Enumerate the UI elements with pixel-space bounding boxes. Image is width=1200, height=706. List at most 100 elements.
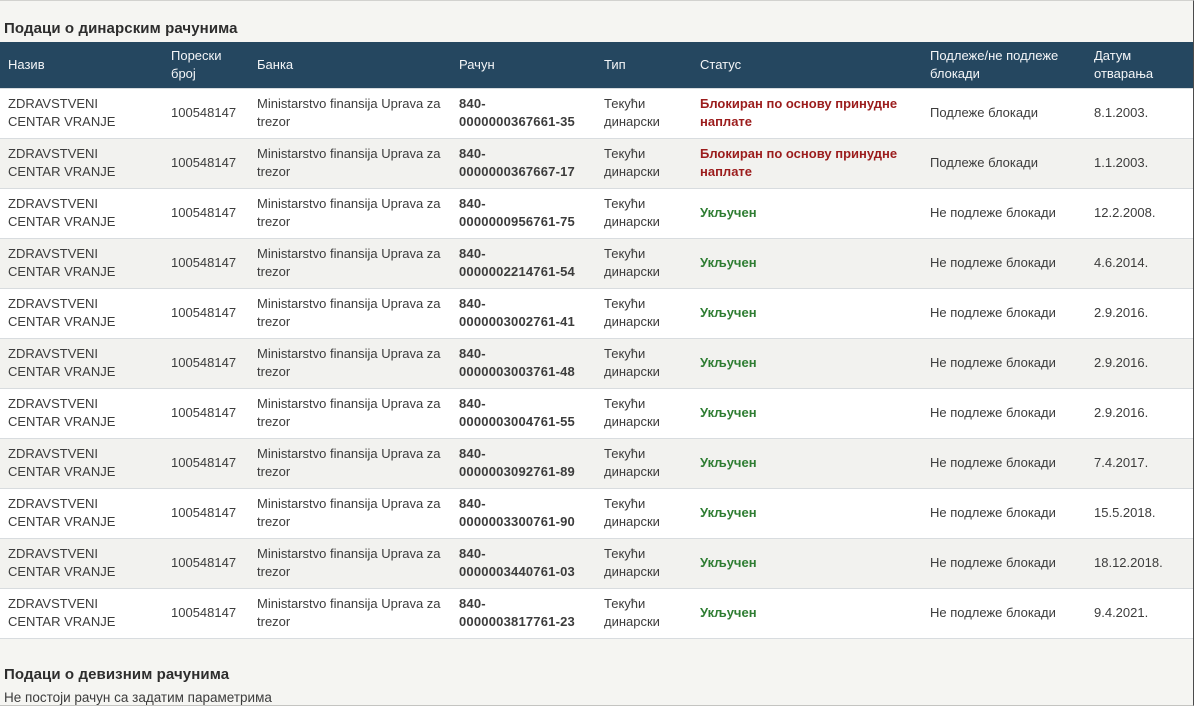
cell-account-number: 840-0000002214761-54 [451, 237, 596, 288]
status-badge: Укључен [700, 354, 757, 370]
status-badge: Блокиран по основу принудне наплате [700, 95, 898, 129]
cell-name: ZDRAVSTVENI CENTAR VRANJE [0, 87, 163, 138]
status-badge: Укључен [700, 454, 757, 470]
cell-name: ZDRAVSTVENI CENTAR VRANJE [0, 437, 163, 488]
table-row: ZDRAVSTVENI CENTAR VRANJE 100548147 Mini… [0, 187, 1193, 238]
cell-blockade: Не подлеже блокади [922, 187, 1086, 238]
status-badge: Блокиран по основу принудне наплате [700, 145, 898, 179]
cell-blockade: Не подлеже блокади [922, 237, 1086, 288]
cell-account-number: 840-0000003004761-55 [451, 387, 596, 438]
table-row: ZDRAVSTVENI CENTAR VRANJE 100548147 Mini… [0, 537, 1193, 588]
cell-bank: Ministarstvo finansija Uprava za trezor [249, 337, 451, 388]
status-badge: Укључен [700, 604, 757, 620]
cell-bank: Ministarstvo finansija Uprava za trezor [249, 187, 451, 238]
dinar-accounts-table: Назив Порески број Банка Рачун Тип Стату… [0, 42, 1193, 639]
table-row: ZDRAVSTVENI CENTAR VRANJE 100548147 Mini… [0, 487, 1193, 538]
cell-account-number: 840-0000000956761-75 [451, 187, 596, 238]
table-row: ZDRAVSTVENI CENTAR VRANJE 100548147 Mini… [0, 287, 1193, 338]
cell-status: Укључен [692, 487, 922, 538]
cell-name: ZDRAVSTVENI CENTAR VRANJE [0, 587, 163, 639]
cell-bank: Ministarstvo finansija Uprava za trezor [249, 287, 451, 338]
cell-tax-number: 100548147 [163, 287, 249, 338]
cell-opened-date: 4.6.2014. [1086, 237, 1193, 288]
cell-blockade: Не подлеже блокади [922, 537, 1086, 588]
cell-tax-number: 100548147 [163, 87, 249, 138]
status-badge: Укључен [700, 504, 757, 520]
cell-tax-number: 100548147 [163, 187, 249, 238]
cell-account-type: Текући динарски [596, 287, 692, 338]
cell-opened-date: 2.9.2016. [1086, 387, 1193, 438]
cell-bank: Ministarstvo finansija Uprava za trezor [249, 587, 451, 639]
cell-status: Блокиран по основу принудне наплате [692, 87, 922, 138]
status-badge: Укључен [700, 554, 757, 570]
cell-tax-number: 100548147 [163, 487, 249, 538]
table-row: ZDRAVSTVENI CENTAR VRANJE 100548147 Mini… [0, 337, 1193, 388]
cell-blockade: Не подлеже блокади [922, 437, 1086, 488]
table-body: ZDRAVSTVENI CENTAR VRANJE 100548147 Mini… [0, 87, 1193, 639]
cell-opened-date: 1.1.2003. [1086, 137, 1193, 188]
cell-tax-number: 100548147 [163, 137, 249, 188]
status-badge: Укључен [700, 254, 757, 270]
cell-name: ZDRAVSTVENI CENTAR VRANJE [0, 137, 163, 188]
cell-status: Укључен [692, 337, 922, 388]
cell-status: Укључен [692, 187, 922, 238]
cell-blockade: Не подлеже блокади [922, 487, 1086, 538]
cell-tax-number: 100548147 [163, 537, 249, 588]
cell-opened-date: 2.9.2016. [1086, 337, 1193, 388]
column-header-tax-number: Порески број [163, 42, 249, 88]
cell-account-number: 840-0000003003761-48 [451, 337, 596, 388]
cell-account-type: Текући динарски [596, 437, 692, 488]
cell-account-number: 840-0000000367661-35 [451, 87, 596, 138]
cell-name: ZDRAVSTVENI CENTAR VRANJE [0, 487, 163, 538]
table-row: ZDRAVSTVENI CENTAR VRANJE 100548147 Mini… [0, 587, 1193, 639]
table-header: Назив Порески број Банка Рачун Тип Стату… [0, 42, 1193, 88]
cell-account-number: 840-0000003817761-23 [451, 587, 596, 639]
cell-bank: Ministarstvo finansija Uprava za trezor [249, 487, 451, 538]
cell-account-type: Текући динарски [596, 337, 692, 388]
cell-status: Укључен [692, 587, 922, 639]
cell-name: ZDRAVSTVENI CENTAR VRANJE [0, 537, 163, 588]
cell-tax-number: 100548147 [163, 337, 249, 388]
cell-bank: Ministarstvo finansija Uprava za trezor [249, 137, 451, 188]
column-header-blockade: Подлеже/не подлеже блокади [922, 42, 1086, 88]
cell-blockade: Подлеже блокади [922, 87, 1086, 138]
cell-opened-date: 15.5.2018. [1086, 487, 1193, 538]
table-row: ZDRAVSTVENI CENTAR VRANJE 100548147 Mini… [0, 137, 1193, 188]
status-badge: Укључен [700, 304, 757, 320]
foreign-accounts-section-title: Подаци о девизним рачунима [4, 665, 230, 683]
cell-blockade: Не подлеже блокади [922, 287, 1086, 338]
cell-name: ZDRAVSTVENI CENTAR VRANJE [0, 287, 163, 338]
cell-account-number: 840-0000003300761-90 [451, 487, 596, 538]
column-header-bank: Банка [249, 42, 451, 88]
column-header-account: Рачун [451, 42, 596, 88]
table-row: ZDRAVSTVENI CENTAR VRANJE 100548147 Mini… [0, 387, 1193, 438]
cell-account-type: Текући динарски [596, 587, 692, 639]
cell-account-number: 840-0000003440761-03 [451, 537, 596, 588]
cell-tax-number: 100548147 [163, 437, 249, 488]
cell-account-number: 840-0000003002761-41 [451, 287, 596, 338]
cell-opened-date: 9.4.2021. [1086, 587, 1193, 639]
cell-name: ZDRAVSTVENI CENTAR VRANJE [0, 337, 163, 388]
cell-name: ZDRAVSTVENI CENTAR VRANJE [0, 187, 163, 238]
cell-status: Укључен [692, 387, 922, 438]
cell-account-type: Текући динарски [596, 387, 692, 438]
cell-bank: Ministarstvo finansija Uprava za trezor [249, 537, 451, 588]
cell-tax-number: 100548147 [163, 587, 249, 639]
cell-status: Блокиран по основу принудне наплате [692, 137, 922, 188]
cell-account-type: Текући динарски [596, 87, 692, 138]
column-header-status: Статус [692, 42, 922, 88]
cell-account-number: 840-0000003092761-89 [451, 437, 596, 488]
cell-blockade: Не подлеже блокади [922, 337, 1086, 388]
cell-bank: Ministarstvo finansija Uprava za trezor [249, 437, 451, 488]
cell-bank: Ministarstvo finansija Uprava za trezor [249, 87, 451, 138]
dinar-accounts-section-title: Подаци о динарским рачунима [4, 20, 238, 37]
foreign-accounts-empty-message: Не постоји рачун са задатим параметрима [4, 689, 272, 705]
cell-opened-date: 18.12.2018. [1086, 537, 1193, 588]
table-row: ZDRAVSTVENI CENTAR VRANJE 100548147 Mini… [0, 87, 1193, 138]
cell-account-type: Текући динарски [596, 487, 692, 538]
cell-bank: Ministarstvo finansija Uprava za trezor [249, 237, 451, 288]
column-header-name: Назив [0, 42, 163, 88]
table-row: ZDRAVSTVENI CENTAR VRANJE 100548147 Mini… [0, 437, 1193, 488]
cell-account-type: Текући динарски [596, 137, 692, 188]
